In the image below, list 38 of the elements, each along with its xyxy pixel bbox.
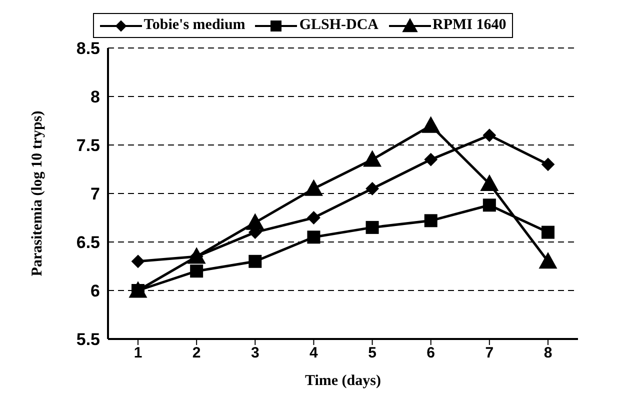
point [542, 226, 554, 239]
x-tick-label: 2 [192, 344, 201, 362]
point [366, 182, 379, 196]
legend-label: RPMI 1640 [432, 17, 506, 34]
y-axis-title: Parasitemia (log 10 tryps) [29, 110, 46, 276]
point [424, 214, 438, 228]
y-tick-label: 5.5 [76, 330, 100, 350]
point [304, 180, 323, 196]
y-tick-label: 7 [90, 184, 100, 204]
x-axis-title: Time (days) [305, 373, 381, 389]
point [542, 158, 554, 171]
point [422, 116, 440, 133]
point [424, 153, 438, 166]
point [307, 230, 320, 244]
point [248, 254, 262, 268]
point [482, 198, 496, 212]
legend-label: GLSH-DCA [299, 17, 378, 34]
x-tick-label: 8 [544, 344, 552, 362]
x-tick-label: 6 [426, 344, 436, 362]
x-tick-label: 3 [250, 344, 260, 362]
x-tick-label: 1 [134, 344, 142, 362]
point [307, 211, 320, 224]
y-tick-label: 6 [90, 282, 100, 301]
x-tick-label: 5 [368, 344, 376, 362]
x-tick-label: 4 [310, 344, 319, 362]
point [366, 220, 379, 234]
y-tick-label: 7.5 [76, 136, 100, 156]
y-tick-label: 8 [90, 88, 100, 107]
point [480, 174, 498, 192]
point [190, 264, 204, 278]
legend-label: Tobie's medium [144, 17, 246, 34]
y-tick-label: 6.5 [76, 233, 100, 252]
point [539, 252, 557, 269]
point [363, 150, 382, 167]
y-tick-label: 8.5 [76, 39, 100, 58]
x-tick-label: 7 [485, 344, 494, 362]
point [482, 128, 496, 142]
point [132, 254, 144, 268]
